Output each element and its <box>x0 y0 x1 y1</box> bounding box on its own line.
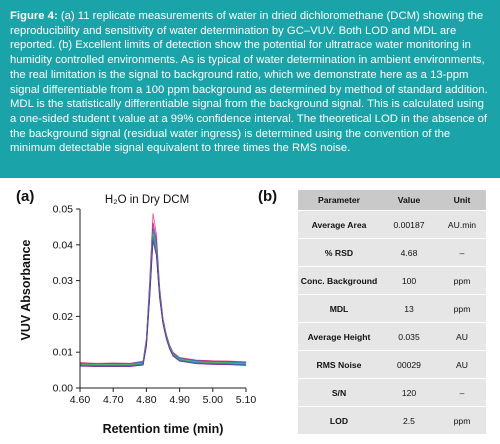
series-line <box>79 233 247 366</box>
y-tick-label: 0.01 <box>53 347 74 359</box>
series-layer <box>79 213 247 367</box>
table-cell-unit: ppm <box>438 295 486 323</box>
series-line <box>79 227 247 365</box>
table-cell-value: 2.5 <box>380 407 438 435</box>
table-cell-parameter: Average Height <box>298 323 380 351</box>
table-cell-value: 13 <box>380 295 438 323</box>
x-tick-label: 4.80 <box>136 394 157 406</box>
x-tick-label: 4.90 <box>169 394 190 406</box>
series-line <box>79 222 247 365</box>
table-header-parameter: Parameter <box>298 190 380 211</box>
table-cell-unit: AU.min <box>438 211 486 239</box>
series-line <box>79 239 247 367</box>
figure-caption: Figure 4: (a) 11 replicate measurements … <box>0 0 500 178</box>
table-header-unit: Unit <box>438 190 486 211</box>
table-cell-unit: AU <box>438 351 486 379</box>
y-tick-label: 0.04 <box>53 239 74 251</box>
table-cell-parameter: Average Area <box>298 211 380 239</box>
table-header-row: Parameter Value Unit <box>298 190 486 211</box>
caption-label: Figure 4: <box>10 10 58 22</box>
panel-b-label: (b) <box>258 188 278 205</box>
parameter-table: Parameter Value Unit Average Area 0.00187… <box>298 190 486 435</box>
table-cell-parameter: % RSD <box>298 239 380 267</box>
table-row: Average Area 0.00187 AU.min <box>298 211 486 239</box>
series-line <box>79 236 247 366</box>
table-cell-parameter: LOD <box>298 407 380 435</box>
series-line <box>79 231 247 365</box>
table-cell-parameter: S/N <box>298 379 380 407</box>
y-tick-label: 0.00 <box>53 383 74 395</box>
table-row: S/N 120– <box>298 379 486 407</box>
caption-text: (a) 11 replicate measurements of water i… <box>10 10 488 155</box>
table-cell-parameter: RMS Noise <box>298 351 380 379</box>
table-cell-value: 0.00187 <box>380 211 438 239</box>
table-cell-value: 0.035 <box>380 323 438 351</box>
table-cell-parameter: Conc. Background <box>298 267 380 295</box>
x-tick-label: 4.60 <box>70 394 91 406</box>
table-row: RMS Noise 00029 AU <box>298 351 486 379</box>
table-cell-unit: ppm <box>438 407 486 435</box>
x-tick-label: 5.00 <box>203 394 224 406</box>
table-cell-value: 120 <box>380 379 438 407</box>
axes-layer: 4.60 4.70 4.80 4.90 5.00 5.10 0.00 0.01 0.02 0.03… <box>53 204 257 407</box>
chart-title: H₂O in Dry DCM <box>105 194 189 206</box>
table-cell-value: 4.68 <box>380 239 438 267</box>
y-tick-label: 0.05 <box>53 204 74 216</box>
table-row: Average Height 0.035 AU <box>298 323 486 351</box>
table-cell-value: 00029 <box>380 351 438 379</box>
table-cell-parameter: MDL <box>298 295 380 323</box>
table-row: Conc. Background 100 ppm <box>298 267 486 295</box>
x-tick-label: 5.10 <box>236 394 257 406</box>
series-line <box>79 213 247 364</box>
series-line <box>79 234 247 366</box>
x-axis-label: Retention time (min) <box>103 422 224 436</box>
table-cell-value: 100 <box>380 267 438 295</box>
series-line <box>79 240 247 367</box>
table-row: % RSD 4.68– <box>298 239 486 267</box>
series-line <box>79 237 247 367</box>
table-header-value: Value <box>380 190 438 211</box>
table-cell-unit: – <box>438 379 486 407</box>
y-tick-label: 0.03 <box>53 275 74 287</box>
table-cell-unit: ppm <box>438 267 486 295</box>
table-row: LOD 2.5 ppm <box>298 407 486 435</box>
series-line <box>79 230 247 365</box>
y-axis-label: VUV Absorbance <box>19 239 33 340</box>
table-cell-unit: AU <box>438 323 486 351</box>
panel-a-label: (a) <box>16 188 35 205</box>
table-cell-unit: – <box>438 239 486 267</box>
y-tick-label: 0.02 <box>53 311 74 323</box>
x-tick-label: 4.70 <box>103 394 124 406</box>
table-row: MDL 13 ppm <box>298 295 486 323</box>
